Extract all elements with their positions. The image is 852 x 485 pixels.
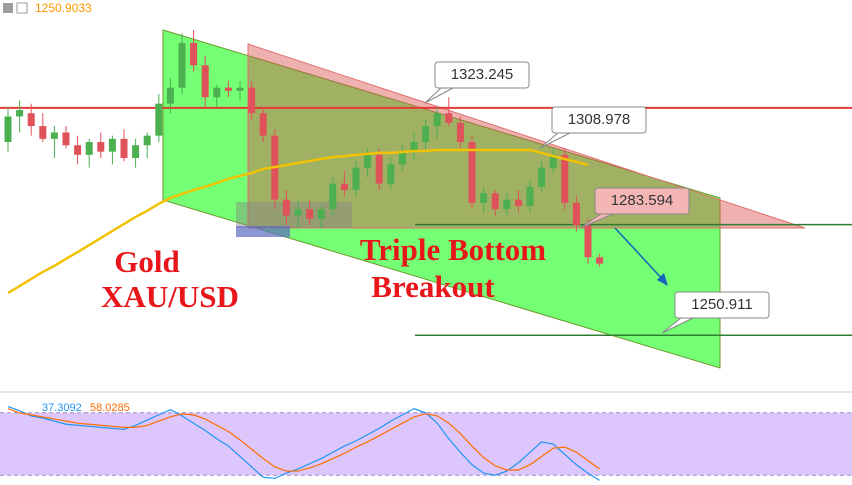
candle-body: [375, 154, 383, 184]
range-box: [236, 226, 290, 237]
candle-body: [62, 132, 70, 146]
candle-body: [306, 209, 314, 219]
candle-body: [27, 113, 35, 127]
callout-box: [594, 187, 690, 215]
candle-body: [514, 199, 522, 207]
candle-body: [491, 193, 499, 210]
candle-body: [526, 186, 534, 207]
callout-box: [551, 106, 647, 134]
candle-body: [480, 193, 488, 203]
arrow-head: [657, 273, 668, 286]
stoch-line: [7, 405, 600, 481]
candle-body: [50, 132, 58, 139]
candle-body: [549, 154, 557, 168]
candle-body: [422, 126, 430, 143]
icon: [16, 2, 28, 14]
channel: [162, 29, 721, 369]
candle-body: [248, 87, 256, 114]
candle-body: [340, 183, 348, 191]
candle-body: [503, 199, 511, 210]
drawings: [162, 29, 806, 369]
candle-body: [456, 122, 464, 143]
candle-body: [364, 154, 372, 168]
candle-body: [155, 103, 163, 136]
candle-body: [584, 225, 592, 258]
candle-body: [143, 135, 151, 146]
price-label: 1250.911: [691, 296, 752, 313]
stoch-value: 37.3092: [42, 402, 82, 414]
candle-body: [317, 209, 325, 219]
candle-body: [596, 257, 604, 264]
candle-body: [329, 183, 337, 210]
annotation: Gold: [114, 244, 179, 279]
candle-body: [538, 167, 546, 187]
header: 1250.9033: [3, 1, 92, 15]
candle-body: [201, 65, 209, 98]
candle-body: [468, 142, 476, 203]
callout-box: [434, 61, 530, 89]
candle-body: [398, 151, 406, 165]
candle-body: [166, 87, 174, 104]
candle-body: [410, 142, 418, 152]
candle-body: [132, 145, 140, 159]
annotation: XAU/USD: [101, 279, 239, 314]
candles: [4, 30, 604, 295]
candle-body: [224, 87, 232, 91]
levels: [0, 106, 852, 337]
candle-body: [387, 164, 395, 184]
candle-body: [108, 138, 116, 152]
candle-body: [178, 42, 186, 88]
icon: [3, 3, 13, 13]
candle-body: [85, 142, 93, 155]
annotation: Breakout: [371, 269, 495, 304]
candle-body: [572, 202, 580, 226]
stoch-value: 58.0285: [90, 402, 130, 414]
candle-body: [294, 209, 302, 216]
stoch-line: [7, 408, 600, 472]
candle-body: [561, 154, 569, 203]
header-value: 1250.9033: [35, 1, 92, 15]
candle-body: [74, 145, 82, 155]
triangle: [247, 43, 806, 229]
candle-body: [282, 199, 290, 216]
moving-average: [7, 148, 589, 295]
candle-body: [16, 110, 24, 117]
candle-body: [433, 113, 441, 127]
price-label: 1283.594: [611, 192, 674, 209]
candle-body: [213, 87, 221, 98]
candle-body: [97, 142, 105, 152]
price-label: 1308.978: [568, 111, 631, 128]
candle-body: [190, 42, 198, 66]
candle-body: [120, 138, 128, 159]
stoch-band: [0, 412, 852, 476]
candle-body: [236, 87, 244, 91]
candle-body: [352, 167, 360, 191]
stochastic-panel: 37.3092 58.0285: [0, 391, 852, 481]
annotation: Triple Bottom: [360, 232, 546, 267]
candle-body: [259, 113, 267, 136]
callout-box: [674, 291, 770, 319]
labels: Gold XAU/USD Triple Bottom Breakout 1323…: [101, 61, 770, 334]
candle-body: [39, 126, 47, 139]
candle-body: [4, 116, 12, 143]
arrow: [614, 227, 667, 284]
price-label: 1323.245: [451, 66, 514, 83]
candle-body: [445, 113, 453, 123]
